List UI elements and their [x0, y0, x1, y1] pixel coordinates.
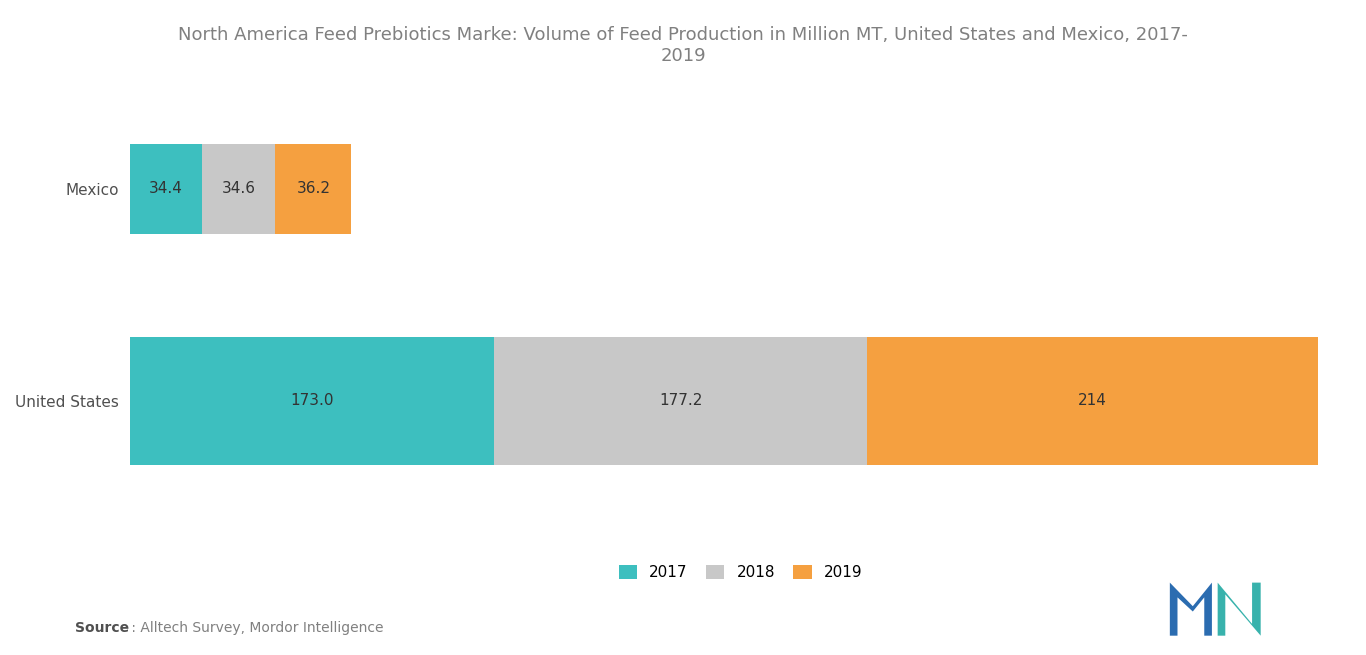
- Bar: [494, 337, 867, 464]
- Bar: [275, 145, 351, 233]
- Bar: [130, 145, 202, 233]
- Text: North America Feed Prebiotics Marke: Volume of Feed Production in Million MT, Un: North America Feed Prebiotics Marke: Vol…: [178, 26, 1188, 65]
- Text: 36.2: 36.2: [296, 181, 331, 196]
- Bar: [202, 145, 275, 233]
- Polygon shape: [1169, 583, 1212, 635]
- Legend: 2017, 2018, 2019: 2017, 2018, 2019: [612, 559, 869, 586]
- Text: : Alltech Survey, Mordor Intelligence: : Alltech Survey, Mordor Intelligence: [127, 622, 384, 635]
- Bar: [867, 337, 1318, 464]
- Polygon shape: [1217, 583, 1261, 635]
- Bar: [130, 337, 494, 464]
- Text: 173.0: 173.0: [291, 394, 333, 409]
- Text: 34.4: 34.4: [149, 181, 183, 196]
- Text: 214: 214: [1078, 394, 1106, 409]
- Text: Source: Source: [75, 622, 130, 635]
- Text: 34.6: 34.6: [221, 181, 255, 196]
- Text: 177.2: 177.2: [658, 394, 702, 409]
